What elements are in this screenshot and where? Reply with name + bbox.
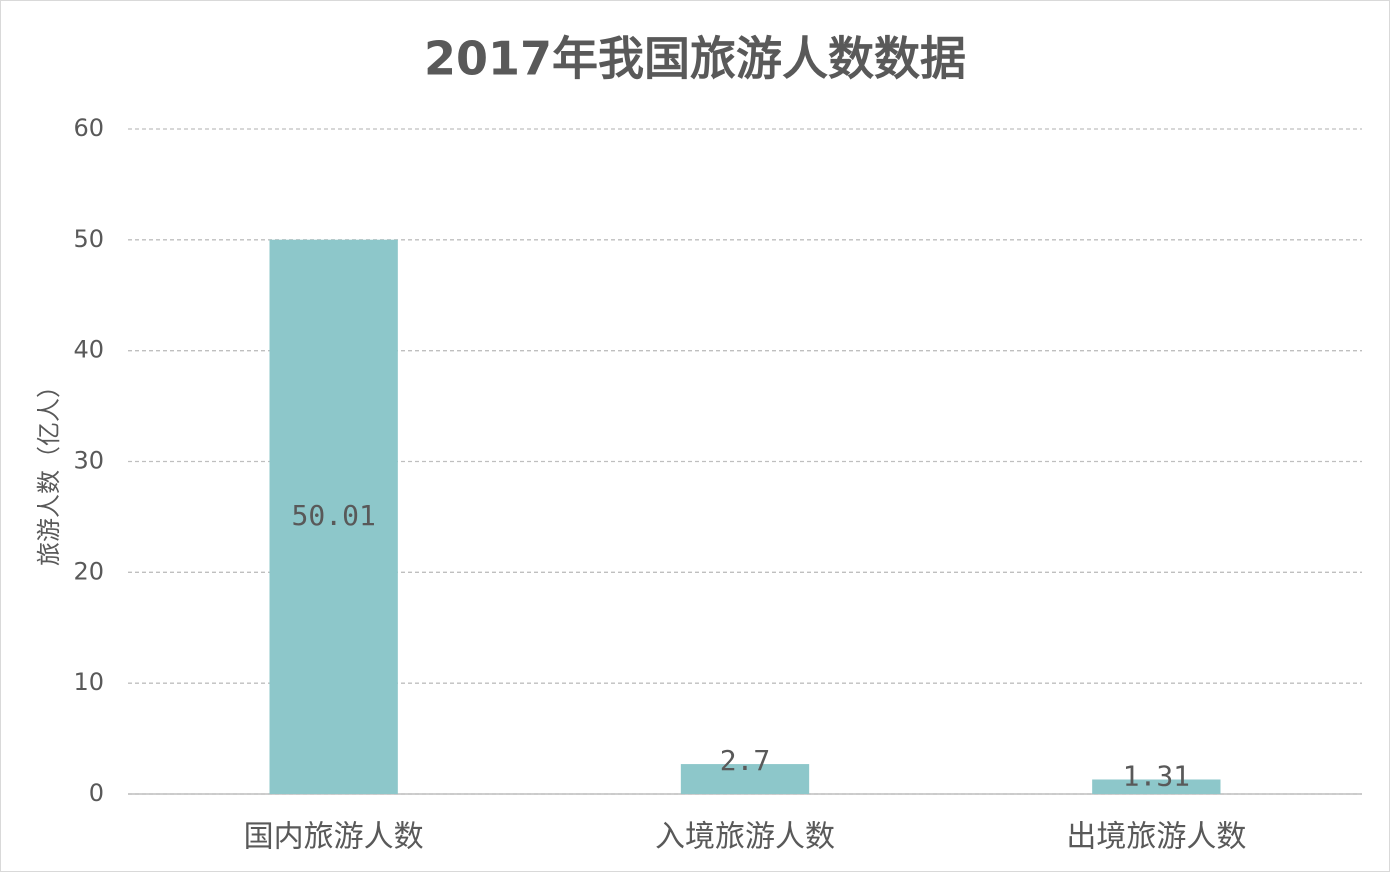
y-tick-label: 40	[73, 336, 104, 364]
y-axis-label: 旅游人数（亿人）	[35, 374, 63, 566]
y-tick-label: 30	[73, 447, 104, 475]
y-tick-label: 0	[89, 779, 104, 807]
bar	[1092, 779, 1221, 794]
x-tick-label: 国内旅游人数	[244, 820, 424, 855]
data-label: 1.31	[1123, 759, 1190, 792]
y-tick-label: 60	[73, 114, 104, 142]
y-tick-label: 20	[73, 557, 104, 585]
bar	[680, 764, 810, 794]
data-label: 50.01	[292, 499, 376, 532]
data-label: 2.7	[720, 744, 771, 777]
bar	[269, 239, 398, 794]
chart-title: 2017年我国旅游人数数据	[424, 32, 966, 86]
x-tick-label: 出境旅游人数	[1066, 820, 1246, 855]
y-tick-label: 50	[73, 225, 104, 253]
x-tick-label: 入境旅游人数	[655, 820, 835, 855]
y-tick-label: 10	[73, 668, 104, 696]
